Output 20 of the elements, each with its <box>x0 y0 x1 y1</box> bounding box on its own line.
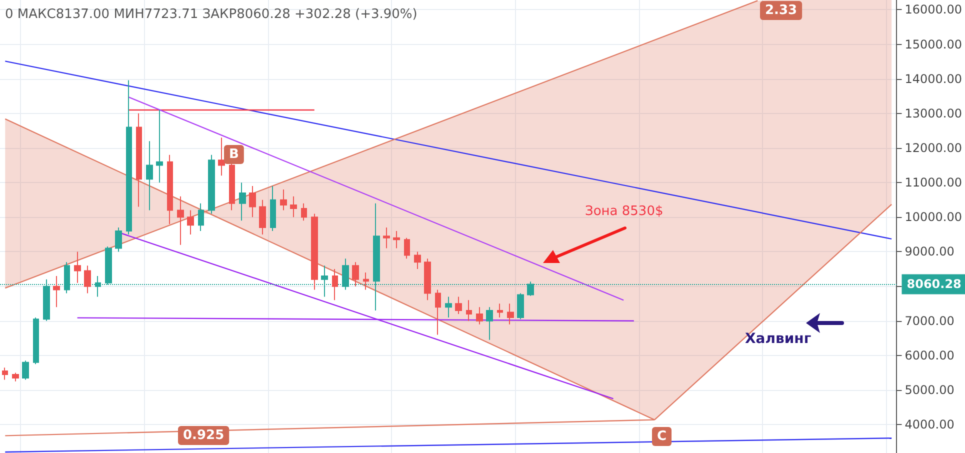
y-tick-label: 5000.00 <box>904 383 954 398</box>
annotation: 2.33 <box>765 3 798 18</box>
annotation: 0.925 <box>183 428 224 443</box>
annotation: Зона 8530$ <box>585 204 664 219</box>
annotation: Халвинг <box>745 331 812 347</box>
ref-line-label: 8060.28 <box>906 277 962 292</box>
y-tick-label: 9000.00 <box>904 244 954 259</box>
text: 0 МАКС8137.00 МИН7723.71 ЗАКР8060.28 +302.28 (+3.90%) <box>5 7 418 22</box>
y-tick-label: 4000.00 <box>904 418 954 432</box>
y-tick-label: 16000.00 <box>904 2 962 17</box>
y-tick-label: 7000.00 <box>904 314 954 328</box>
y-tick-label: 15000.00 <box>904 37 962 52</box>
y-tick-label: 10000.00 <box>904 210 962 224</box>
y-tick-label: 13000.00 <box>904 106 962 120</box>
y-tick-label: 6000.00 <box>904 348 954 362</box>
annotation: B <box>229 147 239 162</box>
annotation: C <box>657 429 667 444</box>
y-tick-label: 14000.00 <box>904 72 962 86</box>
y-tick-label: 12000.00 <box>904 141 962 156</box>
y-tick-label: 11000.00 <box>904 176 962 190</box>
